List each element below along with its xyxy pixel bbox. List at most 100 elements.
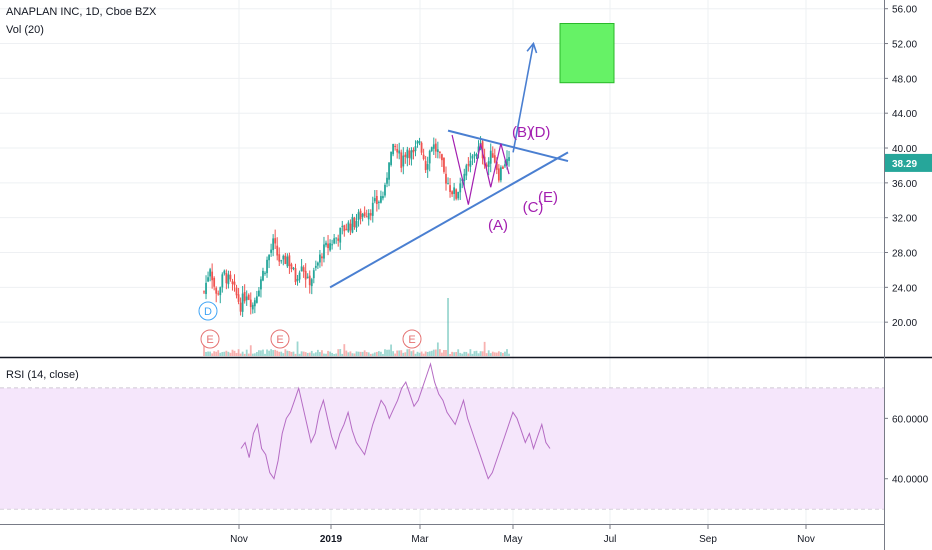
candle-body xyxy=(430,147,433,151)
candle-body xyxy=(497,168,500,181)
candle-body xyxy=(251,304,254,310)
volume-bar xyxy=(506,349,508,356)
volume-bar xyxy=(209,351,212,356)
last-price-tag xyxy=(885,153,932,172)
volume-bar xyxy=(266,349,268,356)
volume-bar xyxy=(243,353,246,356)
volume-bar xyxy=(213,351,216,356)
candle-body xyxy=(310,279,313,287)
candle-body xyxy=(268,255,270,261)
volume-bar xyxy=(272,350,275,356)
candle-body xyxy=(428,150,431,164)
candle-body xyxy=(361,213,364,218)
candle-body xyxy=(211,271,214,281)
wave-lines xyxy=(451,134,510,205)
candle-body xyxy=(371,202,374,216)
candle-body xyxy=(426,164,429,170)
wave-path xyxy=(451,134,510,205)
price-tick-label: 28.00 xyxy=(892,249,917,260)
volume-bar xyxy=(343,344,346,356)
rsi-tick-label: 60.0000 xyxy=(892,414,929,425)
candle-body xyxy=(292,267,295,269)
volume-bar xyxy=(443,350,445,356)
candle-body xyxy=(506,158,508,166)
candle-body xyxy=(249,299,252,308)
candle-body xyxy=(418,141,421,143)
volume-bar xyxy=(434,349,437,356)
candle-body xyxy=(243,292,246,302)
candle-body xyxy=(487,161,490,167)
volume-bar xyxy=(211,353,214,356)
candle-body xyxy=(278,254,281,262)
candle-body xyxy=(477,146,480,153)
wave-label-b: (B) xyxy=(512,124,532,141)
volume-bar xyxy=(504,351,506,356)
volume-bar xyxy=(270,349,273,356)
volume-bar xyxy=(237,349,240,356)
volume-bar xyxy=(298,353,301,356)
candle-body xyxy=(341,225,344,227)
candle-body xyxy=(424,161,427,171)
candle-body xyxy=(337,238,340,241)
volume-bar xyxy=(414,353,417,356)
volume-bar xyxy=(249,345,252,356)
candle-body xyxy=(247,294,250,300)
time-tick-label: Nov xyxy=(230,534,248,545)
price-tick-label: 52.00 xyxy=(892,40,917,51)
candle-body xyxy=(219,287,222,296)
candle-body xyxy=(493,155,496,163)
legend-rsi[interactable]: RSI (14, close) xyxy=(6,369,79,381)
candle-body xyxy=(207,277,209,282)
candle-body xyxy=(327,243,329,249)
volume-bar xyxy=(436,342,439,356)
volume-bar xyxy=(481,351,484,356)
volume-bar xyxy=(418,352,421,356)
legend-volume[interactable]: Vol (20) xyxy=(6,24,44,36)
volume-bar xyxy=(463,351,466,356)
candle-body xyxy=(475,153,478,157)
candle-body xyxy=(420,142,423,153)
time-tick-label: Sep xyxy=(699,534,717,545)
candle-body xyxy=(359,210,362,219)
candle-body xyxy=(233,281,236,286)
candle-body xyxy=(467,164,470,166)
candle-body xyxy=(245,296,248,301)
volume-bar xyxy=(245,349,248,356)
candle-body xyxy=(432,144,435,149)
volume-bar xyxy=(286,350,289,356)
candle-body xyxy=(205,282,207,295)
candle-body xyxy=(329,243,331,251)
legend-title[interactable]: ANAPLAN INC, 1D, Cboe BZX xyxy=(6,6,156,18)
candle-body xyxy=(384,184,386,196)
candle-body xyxy=(223,270,226,274)
trendline-lower xyxy=(329,151,569,289)
candle-body xyxy=(353,217,356,227)
candle-body xyxy=(369,213,372,216)
candle-body xyxy=(459,183,462,193)
volume-bar xyxy=(420,351,423,356)
volume-bar xyxy=(384,349,386,356)
candle-body xyxy=(443,157,445,172)
volume-bar xyxy=(331,352,334,356)
candle-body xyxy=(276,245,279,256)
volume-bar xyxy=(508,353,510,356)
volume-bar xyxy=(497,351,500,356)
price-tick-label: 32.00 xyxy=(892,214,917,225)
volume-bar xyxy=(217,350,220,356)
candle-body xyxy=(402,155,405,167)
volume-bar xyxy=(280,351,283,356)
candle-body xyxy=(321,256,323,259)
candle-body xyxy=(227,274,230,285)
volume-bar xyxy=(260,350,262,356)
candle-body xyxy=(382,196,384,199)
volume-bar xyxy=(380,351,382,356)
projection-line xyxy=(512,43,535,153)
volume-bar xyxy=(451,351,453,356)
target-zone-layer xyxy=(559,23,615,84)
volume-bar xyxy=(292,351,295,356)
volume-bar xyxy=(465,351,468,356)
volume-bar xyxy=(453,352,456,356)
volume-bar xyxy=(483,341,486,356)
candle-body xyxy=(304,270,307,280)
